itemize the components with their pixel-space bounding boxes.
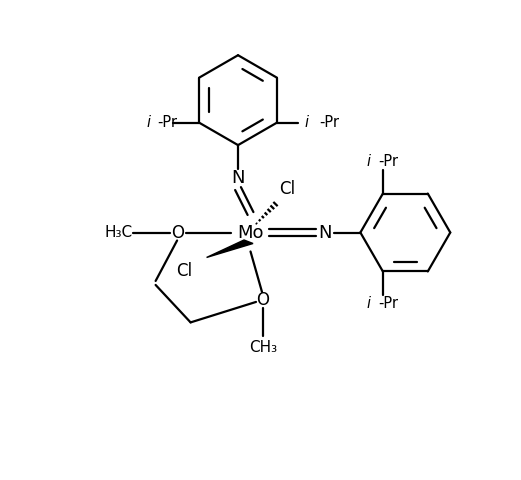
Text: N: N [231,168,245,187]
Text: i: i [305,115,309,130]
Text: N: N [319,224,332,241]
Text: Mo: Mo [237,224,264,241]
Text: -Pr: -Pr [378,296,398,312]
Text: Cl: Cl [177,263,193,280]
Text: i: i [366,154,370,168]
Text: i: i [146,115,151,130]
Text: -Pr: -Pr [319,115,339,130]
Text: O: O [256,291,269,309]
Text: CH₃: CH₃ [249,340,277,355]
Text: i: i [366,296,370,312]
Text: -Pr: -Pr [158,115,178,130]
Polygon shape [206,240,253,257]
Text: -Pr: -Pr [378,154,398,168]
Text: O: O [171,224,184,241]
Text: Cl: Cl [279,180,295,198]
Text: H₃C: H₃C [104,225,132,240]
